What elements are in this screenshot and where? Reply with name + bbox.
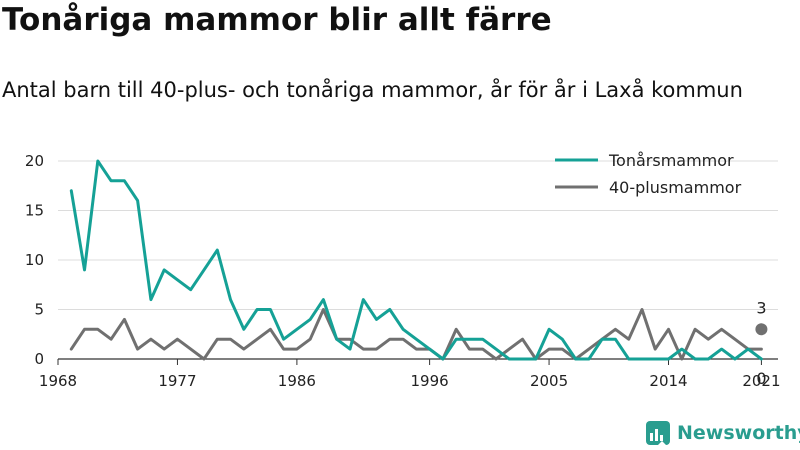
y-tick-label: 0 bbox=[34, 350, 44, 368]
x-tick-label: 1986 bbox=[278, 372, 316, 390]
end-label-40-plusmammor: 3 bbox=[756, 298, 766, 317]
end-marker-40-plusmammor bbox=[755, 323, 768, 336]
end-label-tonårsmammor: 0 bbox=[756, 369, 766, 388]
x-axis-ticks: 1968 1977 1986 1996 2005 2014 2021 bbox=[39, 359, 781, 390]
x-tick-label: 1996 bbox=[411, 372, 449, 390]
y-tick-label: 15 bbox=[25, 202, 44, 220]
chart-subtitle: Antal barn till 40-plus- och tonåriga ma… bbox=[2, 78, 743, 102]
y-tick-label: 10 bbox=[25, 251, 44, 269]
newsworthy-logo: Newsworthy bbox=[645, 420, 800, 446]
y-tick-label: 20 bbox=[25, 152, 44, 170]
x-tick-label: 2014 bbox=[649, 372, 687, 390]
legend: Tonårsmammor 40-plusmammor bbox=[555, 151, 742, 197]
y-axis-ticks: 0 5 10 15 20 bbox=[25, 152, 44, 368]
newsworthy-logo-text: Newsworthy bbox=[677, 422, 800, 444]
x-tick-label: 2021 bbox=[742, 372, 780, 390]
x-tick-label: 1977 bbox=[158, 372, 196, 390]
series-lines bbox=[69, 159, 763, 361]
y-tick-label: 5 bbox=[34, 301, 44, 319]
legend-label-40-plusmammor: 40-plusmammor bbox=[609, 178, 742, 197]
x-tick-label: 2005 bbox=[530, 372, 568, 390]
end-labels: 30 bbox=[755, 298, 768, 388]
newsworthy-logo-icon bbox=[646, 421, 670, 445]
grid-lines bbox=[58, 160, 778, 360]
series-line-40-plusmammor bbox=[69, 308, 763, 361]
legend-label-tonårsmammor: Tonårsmammor bbox=[608, 151, 734, 170]
x-tick-label: 1968 bbox=[39, 372, 77, 390]
chart-title: Tonåriga mammor blir allt färre bbox=[2, 2, 552, 38]
series-line-tonårsmammor bbox=[69, 159, 763, 361]
